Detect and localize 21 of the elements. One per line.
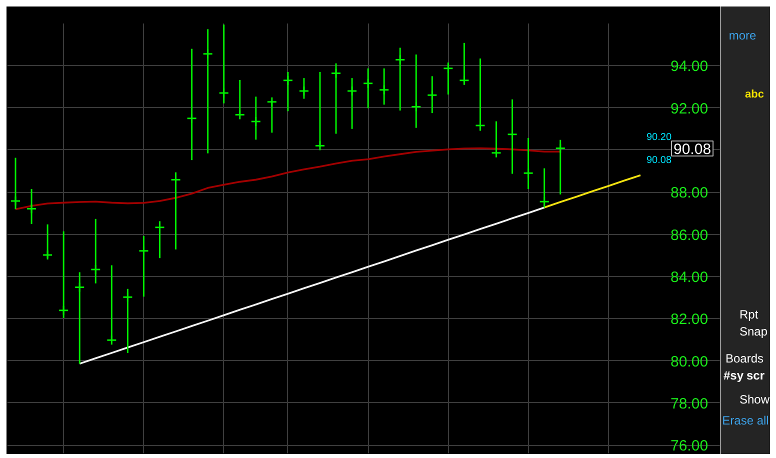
text: 90.08 <box>674 141 712 158</box>
y-tick-label: 94.00 <box>670 58 708 76</box>
y-tick-label: 84.00 <box>670 268 708 286</box>
annotation: 90.08 <box>646 155 672 166</box>
text: Show <box>740 392 770 406</box>
y-tick-label: 76.00 <box>670 438 708 455</box>
y-tick-label: 86.00 <box>670 226 708 244</box>
y-tick-label: 88.00 <box>670 184 708 202</box>
text: abc <box>745 88 764 100</box>
text: #sy <box>723 368 744 382</box>
y-tick-label: 92.00 <box>670 100 708 118</box>
y-tick-label: 80.00 <box>670 353 708 370</box>
text: more <box>728 28 756 42</box>
text: Rpt <box>740 308 759 322</box>
text: Snap <box>740 324 768 338</box>
y-tick-label: 82.00 <box>670 311 708 328</box>
annotation: 90.20 <box>646 132 672 143</box>
text: Erase all <box>722 414 769 428</box>
text: scr <box>746 368 765 382</box>
y-tick-label: 78.00 <box>670 395 708 412</box>
text: Boards <box>725 352 764 366</box>
